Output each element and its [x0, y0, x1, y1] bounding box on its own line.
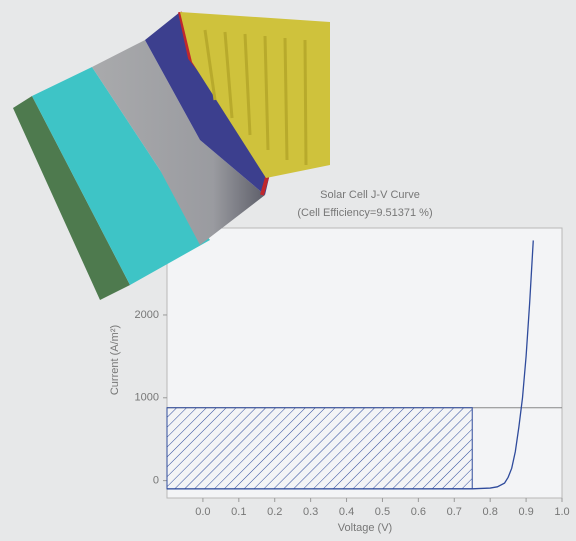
x-tick-label: 0.3	[303, 506, 318, 518]
x-tick-label: 0.4	[339, 506, 354, 518]
chart-title: Solar Cell J-V Curve	[320, 189, 420, 201]
x-tick-label: 0.2	[267, 506, 282, 518]
chart: 0.0 0.1 0.2 0.3 0.4 0.5 0.6 0.7 0.8 0.9 1.0 0 1000 20…	[0, 0, 576, 541]
x-axis-label: Voltage (V)	[338, 522, 392, 534]
x-tick-label: 0.6	[411, 506, 426, 518]
x-tick-label: 0.1	[231, 506, 246, 518]
x-tick-label: 0.8	[483, 506, 498, 518]
x-tick-label: 0.7	[447, 506, 462, 518]
max-power-rect	[167, 408, 472, 489]
x-tick-label: 0.9	[518, 506, 533, 518]
x-tick-label: 1.0	[554, 506, 569, 518]
y-tick-label: 0	[153, 475, 159, 487]
x-tick-label: 0.0	[195, 506, 210, 518]
y-tick-label: 2000	[135, 309, 159, 321]
x-tick-label: 0.5	[375, 506, 390, 518]
y-axis-label: Current (A/m²)	[109, 325, 121, 395]
chart-subtitle: (Cell Efficiency=9.51371 %)	[297, 207, 432, 219]
y-tick-label: 1000	[135, 392, 159, 404]
